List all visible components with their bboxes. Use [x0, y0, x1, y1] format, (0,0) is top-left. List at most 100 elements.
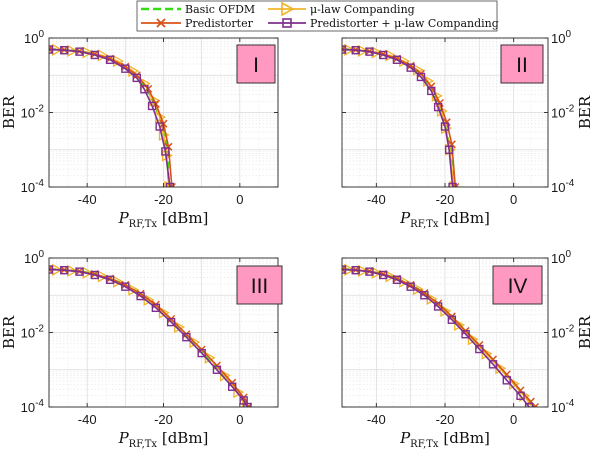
panel-2-xtick-label: -20	[436, 192, 455, 207]
panel-4-point-predistorter-mu-law-companding	[342, 265, 347, 274]
legend-label-mu-law: μ-law Companding	[310, 3, 415, 16]
panel-4-point-predistorter	[420, 288, 429, 298]
legend-label-predistorter: Predistorter	[185, 17, 254, 30]
panel-3-ytick-label: 100	[24, 249, 44, 266]
panel-1-point-predistorter	[121, 62, 130, 71]
panel-1-point-predistorter	[132, 71, 141, 80]
legend-entry-pd-mu-law: Predistorter + μ-law Companding	[268, 17, 499, 30]
panel-2-point-predistorter-mu-law-companding	[342, 45, 347, 54]
panel-4-point-predistorter-mu-law-companding	[365, 267, 374, 276]
panel-3-point-predistorter-mu-law-companding	[227, 382, 237, 391]
panel-2: -40 -20 0 100 10-2 10-4 BER PRF,Tx [dBm] II	[341, 29, 594, 230]
panel-3-point-predistorter-mu-law-companding	[243, 402, 252, 407]
panel-1-point-predistorter-mu-law-companding	[121, 64, 130, 73]
panel-2-point-predistorter-mu-law-companding	[365, 47, 374, 56]
panel-1-series-predistorter-mu-law-companding	[49, 45, 175, 187]
panel-4-point-predistorter-mu-law-companding	[392, 275, 402, 284]
panel-4-point-predistorter-mu-law-companding	[516, 391, 525, 400]
panel-1-point-predistorter-mu-law-companding	[147, 101, 157, 111]
panel-3-point-predistorter-mu-law-companding	[105, 275, 115, 284]
panel-4-label-box	[492, 265, 543, 305]
panel-4-point-predistorter-mu-law-companding	[420, 291, 429, 300]
panel-4: -40 -20 0 100 10-2 10-4 BER PRF,Tx [dBm] IV	[341, 249, 594, 450]
panel-4-point-predistorter-mu-law-companding	[461, 330, 470, 339]
panel-4-xtick-label: -20	[436, 412, 455, 427]
panel-4-point-predistorter-mu-law-companding	[524, 402, 534, 407]
panel-1-xlabel: PRF,Tx [dBm]	[118, 209, 209, 230]
panel-1-point-predistorter-mu-law-companding	[49, 45, 54, 54]
panel-2-point-predistorter-mu-law-companding	[444, 145, 454, 154]
panel-1-label-box	[236, 44, 276, 84]
panel-4-point-predistorter-mu-law-companding	[406, 282, 415, 291]
panel-2-ytick-label: 10-4	[551, 178, 575, 195]
legend: Basic OFDM μ-law Companding Predistorter…	[136, 0, 499, 32]
panel-3-point-predistorter-mu-law-companding	[60, 266, 69, 275]
panel-4-point-predistorter-mu-law-companding	[379, 270, 388, 280]
panel-3-point-predistorter-mu-law-companding	[90, 270, 100, 280]
panel-3-ytick-label: 10-2	[21, 324, 45, 341]
legend-entry-mu-law: μ-law Companding	[268, 1, 415, 17]
panel-3-xtick-label: -40	[78, 412, 97, 427]
panel-1-point-predistorter-mu-law-companding	[60, 46, 69, 55]
legend-marker-square-icon	[282, 18, 292, 28]
panel-4-point-predistorter-mu-law-companding	[447, 315, 457, 324]
panel-3-point-predistorter-mu-law-companding	[166, 317, 176, 327]
panel-4-point-predistorter	[342, 265, 347, 274]
panel-2-xlabel: PRF,Tx [dBm]	[399, 209, 490, 230]
legend-entry-predistorter: Predistorter	[141, 17, 254, 30]
panel-3-xtick-label: -20	[154, 412, 173, 427]
panel-3-label: III	[251, 275, 269, 298]
panel-2-point-predistorter-mu-law-companding	[440, 122, 450, 131]
panel-1-point-predistorter-mu-law-companding	[90, 50, 100, 60]
panel-2-point-predistorter-mu-law-companding	[392, 55, 402, 64]
panel-1-ytick-label: 100	[24, 29, 44, 46]
panel-1: -40 -20 0 100 10-2 10-4 BER PRF,Tx [dBm] I	[0, 29, 279, 230]
panel-4-ytick-label: 10-4	[551, 398, 575, 415]
panel-3-ylabel: BER	[0, 315, 18, 349]
panel-2-series-predistorter-mu-law-companding	[342, 45, 457, 187]
panel-1-ytick-label: 10-2	[21, 104, 45, 121]
panel-4-xtick-label: 0	[510, 412, 517, 427]
panel-1-point-predistorter-mu-law-companding	[140, 85, 149, 94]
legend-label-pd-mu-law: Predistorter + μ-law Companding	[310, 17, 499, 30]
panel-3-point-predistorter-mu-law-companding	[151, 303, 161, 313]
panel-2-ytick-label: 10-2	[551, 104, 575, 121]
panel-1-ytick-label: 10-4	[21, 178, 45, 195]
panel-1-label: I	[253, 54, 259, 77]
legend-marker-x-icon	[156, 18, 166, 28]
panel-4-ytick-label: 100	[551, 249, 571, 266]
panel-3-point-predistorter-mu-law-companding	[197, 348, 206, 358]
panel-4-point-predistorter-mu-law-companding	[433, 302, 443, 311]
panel-4-xtick-label: -40	[367, 412, 386, 427]
panel-2-point-predistorter	[406, 61, 415, 70]
legend-box	[136, 0, 498, 32]
panel-4-point-predistorter-mu-law-companding	[488, 360, 498, 369]
panel-1-xtick-label: -40	[78, 192, 97, 207]
panel-1-point-predistorter-mu-law-companding	[75, 47, 84, 56]
panel-2-point-predistorter-mu-law-companding	[351, 46, 360, 55]
panel-4-point-predistorter-mu-law-companding	[502, 376, 511, 385]
panel-4-ytick-label: 10-2	[551, 324, 575, 341]
panel-4-point-predistorter-mu-law-companding	[351, 266, 360, 275]
panel-3-point-predistorter-mu-law-companding	[136, 291, 145, 301]
panel-2-point-predistorter	[342, 45, 347, 54]
panel-4-xlabel: PRF,Tx [dBm]	[399, 429, 490, 450]
panel-1-point-predistorter-mu-law-companding	[165, 182, 175, 187]
panel-3: -40 -20 0 100 10-2 10-4 BER PRF,Tx [dBm] III	[0, 249, 283, 450]
panel-2-label: II	[516, 54, 528, 77]
panel-1-point-predistorter	[164, 142, 173, 151]
panel-3-point-predistorter-mu-law-companding	[75, 267, 84, 276]
panel-3-point-predistorter-mu-law-companding	[121, 282, 130, 291]
panel-3-point-predistorter-mu-law-companding	[182, 332, 191, 342]
panel-1-point-mu-law-companding	[158, 128, 170, 142]
panel-3-line-predistorter-mu-law-companding	[49, 268, 249, 407]
panel-1-xtick-label: 0	[236, 192, 243, 207]
panel-1-point-predistorter-mu-law-companding	[105, 55, 115, 64]
panel-2-point-predistorter-mu-law-companding	[433, 102, 443, 112]
panel-3-xtick-label: 0	[236, 412, 243, 427]
panel-3-point-predistorter	[136, 289, 145, 298]
panel-4-point-predistorter-mu-law-companding	[475, 344, 484, 354]
panel-2-xtick-label: -40	[367, 192, 386, 207]
panel-3-ytick-label: 10-4	[21, 398, 45, 415]
